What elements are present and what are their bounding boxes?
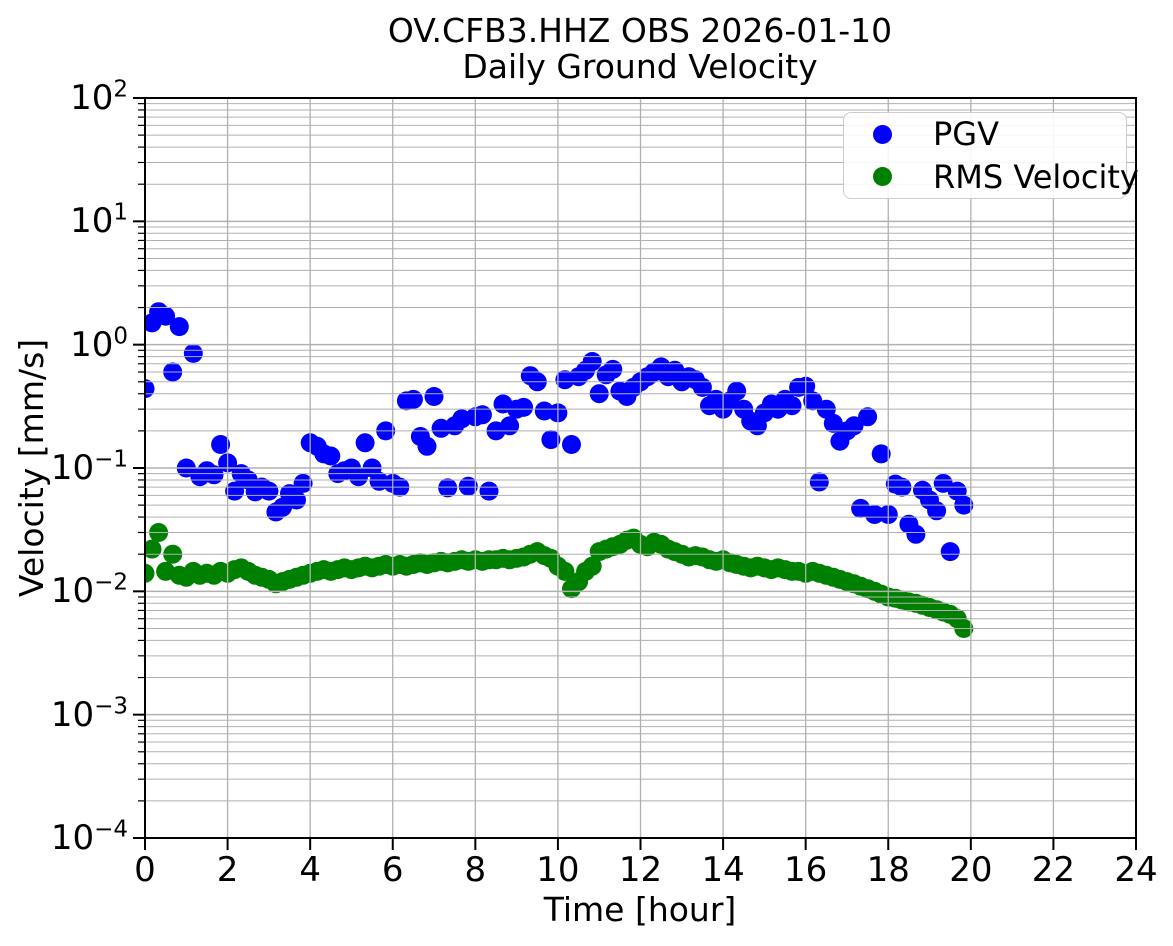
x-axis-label: Time [hour] bbox=[543, 890, 737, 929]
x-tick-label: 18 bbox=[866, 850, 910, 890]
rms-circle-icon bbox=[873, 167, 892, 187]
y-tick-label: 101 bbox=[70, 200, 128, 242]
y-tick-label: 10−4 bbox=[50, 816, 128, 858]
pgv-circle-icon bbox=[873, 124, 892, 144]
legend-label-rms: RMS Velocity bbox=[933, 157, 1139, 196]
x-tick-label: 4 bbox=[299, 850, 321, 890]
pgv-points bbox=[145, 302, 974, 562]
x-tick-label: 6 bbox=[381, 850, 404, 890]
rms-points bbox=[145, 523, 974, 638]
y-tick-label: 10−3 bbox=[50, 693, 128, 735]
x-tick-label: 22 bbox=[1031, 850, 1076, 890]
x-tick-label: 8 bbox=[464, 850, 487, 890]
legend-item-rms: RMS Velocity bbox=[873, 161, 1139, 193]
y-tick-label: 10−1 bbox=[50, 446, 128, 488]
legend-label-pgv: PGV bbox=[933, 115, 999, 154]
x-tick-label: 2 bbox=[216, 850, 239, 890]
grid-lines bbox=[144, 97, 1137, 839]
x-tick-label: 10 bbox=[536, 850, 580, 890]
chart-title-line1: OV.CFB3.HHZ OBS 2026-01-10 bbox=[387, 11, 893, 50]
x-tick-label: 20 bbox=[949, 850, 993, 890]
tick-marks bbox=[133, 97, 1137, 850]
x-tick-label: 16 bbox=[784, 850, 828, 890]
legend: PGV RMS Velocity bbox=[843, 112, 1139, 199]
legend-item-pgv: PGV bbox=[873, 118, 1126, 150]
y-tick-label: 100 bbox=[70, 323, 128, 365]
y-tick-label: 10−2 bbox=[50, 570, 128, 612]
x-tick-label: 14 bbox=[701, 850, 745, 890]
y-tick-label: 102 bbox=[70, 76, 128, 118]
chart-title-line2: Daily Ground Velocity bbox=[462, 47, 818, 86]
x-tick-label: 0 bbox=[134, 850, 156, 890]
x-tick-label: 12 bbox=[618, 850, 663, 890]
x-tick-label: 24 bbox=[1114, 850, 1158, 890]
